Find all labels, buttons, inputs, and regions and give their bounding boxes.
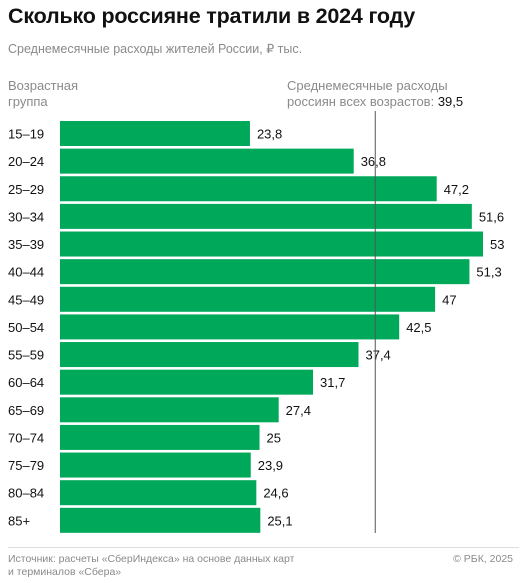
source-line-2: и терминалов «Сбера» bbox=[8, 566, 122, 578]
age-group-label: 55–59 bbox=[8, 348, 44, 363]
average-header-line1: Среднемесячные расходы bbox=[287, 78, 448, 93]
average-header-text: россиян всех возрастов: bbox=[287, 94, 435, 109]
source-note: Источник: расчеты «СберИндекса» на основ… bbox=[8, 553, 294, 579]
average-header: Среднемесячные расходы россиян всех возр… bbox=[287, 78, 463, 110]
age-group-label: 85+ bbox=[8, 513, 30, 528]
value-label: 42,5 bbox=[406, 320, 431, 335]
bar bbox=[60, 314, 400, 340]
age-group-label: 80–84 bbox=[8, 486, 44, 501]
age-group-label: 40–44 bbox=[8, 265, 44, 280]
age-group-header: Возрастная группа bbox=[8, 78, 78, 110]
age-group-label: 30–34 bbox=[8, 209, 44, 224]
age-group-label: 25–29 bbox=[8, 182, 44, 197]
bar bbox=[60, 480, 257, 506]
bar-chart: 15–19 23,8 20–24 36,8 25–29 47,2 30–34 51,6 35–3… bbox=[8, 111, 504, 533]
value-label: 51,3 bbox=[476, 265, 501, 280]
bar bbox=[60, 342, 359, 368]
age-group-header-line2: группа bbox=[8, 94, 48, 109]
bar bbox=[60, 424, 260, 450]
value-label: 37,4 bbox=[365, 348, 390, 363]
chart-title: Сколько россияне тратили в 2024 году bbox=[8, 4, 416, 28]
bar bbox=[60, 369, 314, 395]
source-line-1: Источник: расчеты «СберИндекса» на основ… bbox=[8, 553, 295, 565]
value-label: 25 bbox=[267, 430, 281, 445]
value-label: 47 bbox=[442, 292, 456, 307]
age-group-label: 45–49 bbox=[8, 292, 44, 307]
average-value: 39,5 bbox=[437, 94, 464, 109]
value-label: 24,6 bbox=[263, 486, 288, 501]
age-group-label: 15–19 bbox=[8, 127, 44, 142]
value-label: 25,1 bbox=[267, 513, 292, 528]
value-label: 47,2 bbox=[444, 182, 469, 197]
age-group-label: 20–24 bbox=[8, 154, 44, 169]
age-group-label: 35–39 bbox=[8, 237, 44, 252]
bar bbox=[60, 148, 354, 174]
value-label: 23,8 bbox=[257, 127, 282, 142]
bar bbox=[60, 452, 251, 478]
bar bbox=[60, 507, 261, 533]
copyright: © РБК, 2025 bbox=[453, 553, 513, 565]
average-header-line2: россиян всех возрастов: 39,5 bbox=[287, 94, 463, 110]
bar bbox=[60, 203, 472, 229]
bar bbox=[60, 231, 483, 257]
bar bbox=[60, 397, 279, 423]
age-group-label: 70–74 bbox=[8, 430, 44, 445]
bar bbox=[60, 176, 437, 202]
value-label: 31,7 bbox=[320, 375, 345, 390]
value-label: 27,4 bbox=[286, 403, 311, 418]
age-group-label: 65–69 bbox=[8, 403, 44, 418]
age-group-header-line1: Возрастная bbox=[8, 78, 79, 93]
footer-divider bbox=[8, 547, 519, 548]
age-group-label: 75–79 bbox=[8, 458, 44, 473]
age-group-label: 50–54 bbox=[8, 320, 44, 335]
value-label: 36,8 bbox=[361, 154, 386, 169]
bar bbox=[60, 259, 470, 285]
bar bbox=[60, 121, 250, 146]
value-label: 51,6 bbox=[479, 209, 504, 224]
chart-subtitle: Среднемесячные расходы жителей России, ₽… bbox=[8, 42, 303, 56]
age-group-label: 60–64 bbox=[8, 375, 44, 390]
value-label: 23,9 bbox=[258, 458, 283, 473]
value-label: 53 bbox=[490, 237, 504, 252]
bar bbox=[60, 286, 436, 312]
